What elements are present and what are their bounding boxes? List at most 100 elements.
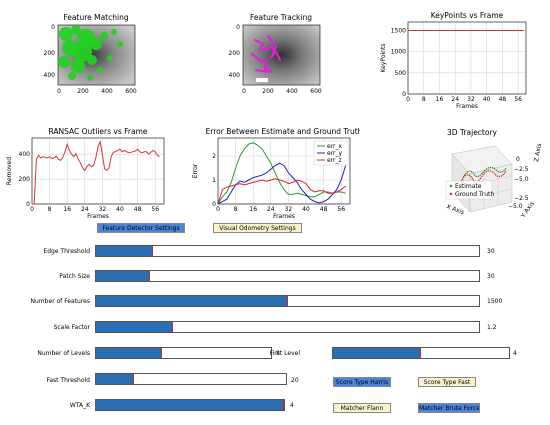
feature-track: [251, 53, 263, 63]
feature-matching-image: [57, 24, 136, 86]
patch-size-label: Patch Size: [59, 273, 90, 280]
3d-legend: Estimate Ground Truth: [445, 180, 494, 200]
feature-tracking-title: Feature Tracking: [250, 13, 312, 22]
y-tick-label: 2: [212, 153, 216, 160]
x-tick-label: 48: [499, 96, 507, 103]
feature-track: [271, 45, 277, 57]
ft-xtick: 600: [310, 88, 322, 95]
ground-truth-legend-label: Ground Truth: [455, 191, 494, 198]
scale-factor-slider[interactable]: [95, 321, 480, 333]
x-tick-label: 16: [63, 206, 71, 213]
feature-matching-axes: 0 200 400 0 200 400 600: [44, 24, 137, 95]
chart-title: KeyPoints vs Frame: [431, 11, 504, 20]
x-tick-label: 8: [234, 206, 238, 213]
series-line-err_z: [217, 178, 346, 205]
score-type-fast-button[interactable]: Score Type Fast: [418, 377, 476, 387]
3d-z-axis-label: Z Axis: [533, 143, 543, 162]
x-tick-label: 32: [285, 206, 293, 213]
first-level-slider-fill[interactable]: [333, 348, 421, 358]
ft-ytick: 400: [229, 72, 241, 79]
patch-size-slider-fill[interactable]: [96, 271, 151, 281]
first-level-slider[interactable]: [332, 347, 510, 359]
feature-matching-keypoints: [58, 25, 123, 81]
feature-match-blob: [100, 32, 108, 40]
x-axis-label: Frames: [456, 103, 478, 110]
fast-threshold-slider-fill[interactable]: [96, 374, 134, 384]
y-tick-label: 200: [19, 176, 31, 183]
number-of-features-slider-fill[interactable]: [96, 296, 288, 306]
feature-match-blob: [97, 67, 103, 73]
feature-detector-settings-button[interactable]: Feature Detector Settings: [97, 223, 185, 233]
edge-threshold-slider[interactable]: [95, 245, 480, 257]
feature-match-blob: [111, 29, 117, 35]
first-level-value: 4: [513, 350, 517, 357]
fast-threshold-slider[interactable]: [95, 373, 287, 385]
visual-odometry-settings-button[interactable]: Visual Odometry Settings: [213, 223, 302, 233]
number-of-levels-label: Number of Levels: [37, 350, 90, 357]
feature-tracking-image: [242, 24, 321, 86]
fast-threshold-value: 20: [291, 377, 299, 384]
x-tick-label: 48: [320, 206, 328, 213]
ground-truth-trajectory: [459, 170, 507, 187]
number-of-levels-value: 8: [276, 350, 280, 357]
x-tick-label: 32: [99, 206, 107, 213]
x-tick-label: 24: [451, 96, 459, 103]
fm-ytick: 400: [44, 72, 56, 79]
feature-match-blob: [71, 59, 85, 73]
fm-xtick: 200: [77, 88, 89, 95]
x-tick-label: 8: [48, 206, 52, 213]
feature-track: [267, 35, 275, 45]
3d-y-tick: −2.5: [514, 195, 529, 202]
y-tick-label: 0: [212, 201, 216, 208]
wta-k-slider[interactable]: [95, 399, 285, 411]
plot-frame: [407, 21, 527, 95]
chart-title: Error Between Estimate and Ground Truth: [206, 127, 360, 136]
feature-match-blob: [87, 55, 97, 65]
feature-track: [254, 39, 265, 51]
patch-size-slider[interactable]: [95, 270, 480, 282]
legend-label: err_z: [327, 157, 342, 164]
wta-k-slider-fill[interactable]: [96, 400, 284, 410]
plot-area: [408, 22, 526, 94]
x-axis-label: Frames: [87, 213, 109, 220]
edge-threshold-slider-fill[interactable]: [96, 246, 153, 256]
x-tick-label: 16: [249, 206, 257, 213]
ft-ytick: 200: [229, 50, 241, 57]
fast-threshold-label: Fast Threshold: [46, 377, 90, 384]
feature-tracking-tracks: [251, 35, 281, 82]
first-level-label: First Level: [269, 350, 300, 357]
scale-factor-value: 1.2: [487, 324, 497, 331]
matcher-brute-force-button[interactable]: Matcher Brute Force: [418, 403, 480, 413]
feature-match-blob: [117, 41, 123, 47]
fm-xtick: 600: [125, 88, 137, 95]
number-of-levels-slider[interactable]: [95, 347, 272, 359]
x-tick-label: 40: [483, 96, 491, 103]
feature-match-blob: [107, 55, 113, 61]
x-tick-label: 56: [151, 206, 159, 213]
x-axis-label: Frames: [273, 213, 295, 220]
score-type-harris-button[interactable]: Score Type Harris: [333, 377, 391, 387]
feature-matching-title: Feature Matching: [63, 13, 128, 22]
scale-factor-slider-fill[interactable]: [96, 322, 173, 332]
x-tick-label: 24: [81, 206, 89, 213]
fm-ytick: 0: [51, 24, 55, 31]
tracking-label-patch: [256, 78, 268, 82]
estimate-trajectory: [461, 166, 507, 183]
number-of-levels-slider-fill[interactable]: [96, 348, 162, 358]
image-panels: Feature Matching 0 200 400 0 200 400 600…: [44, 13, 322, 95]
y-tick-label: 500: [395, 70, 407, 77]
feature-match-blob: [71, 25, 81, 35]
y-tick-label: 1000: [391, 49, 406, 56]
matcher-flann-button[interactable]: Matcher Flann: [333, 403, 391, 413]
error-chart: Error Between Estimate and Ground Truth 0…: [192, 127, 360, 220]
x-tick-label: 24: [267, 206, 275, 213]
y-axis-label: Error: [192, 163, 199, 178]
chart-title: RANSAC Outliers vs Frame: [48, 127, 147, 136]
y-axis-label: Removed: [6, 157, 13, 185]
estimate-legend-marker: [449, 184, 453, 188]
x-tick-label: 0: [216, 206, 220, 213]
ground-truth-legend-marker: [449, 192, 453, 196]
ft-xtick: 0: [242, 88, 246, 95]
y-tick-label: 0: [26, 201, 30, 208]
number-of-features-slider[interactable]: [95, 295, 480, 307]
